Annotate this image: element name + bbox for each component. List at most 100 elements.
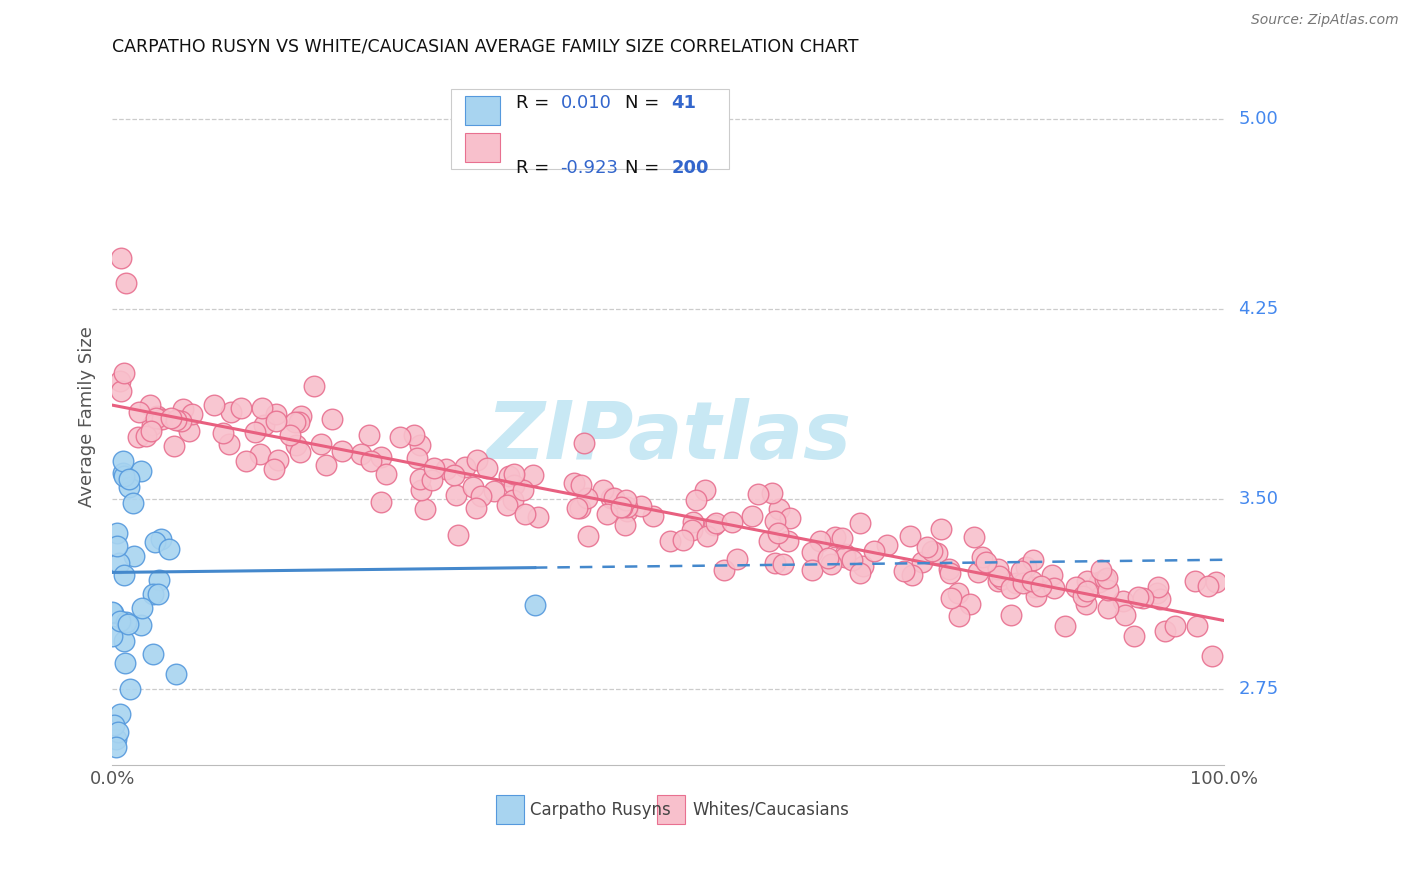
Point: [834, 547, 856, 561]
Point: [1010, 564, 1032, 578]
Point: [114, 277, 136, 291]
Point: [659, 533, 682, 548]
Point: [1132, 591, 1154, 606]
Point: [101, 630, 124, 644]
Text: N =: N =: [624, 95, 665, 112]
Point: [465, 452, 488, 467]
Point: [165, 413, 187, 427]
Point: [146, 586, 169, 600]
Point: [165, 667, 187, 681]
Text: Source: ZipAtlas.com: Source: ZipAtlas.com: [1251, 13, 1399, 28]
Point: [1043, 581, 1066, 595]
Point: [502, 493, 524, 508]
Point: [761, 486, 783, 500]
Point: [409, 438, 432, 452]
Point: [974, 556, 997, 570]
Point: [1112, 594, 1135, 608]
Point: [138, 398, 160, 412]
Point: [264, 414, 287, 428]
Point: [267, 452, 290, 467]
Point: [315, 458, 337, 472]
Point: [423, 460, 446, 475]
Point: [876, 538, 898, 552]
Point: [959, 597, 981, 611]
Point: [915, 540, 938, 554]
Point: [444, 488, 467, 502]
FancyBboxPatch shape: [657, 795, 685, 824]
Y-axis label: Average Family Size: Average Family Size: [79, 326, 96, 507]
Point: [475, 460, 498, 475]
Point: [112, 367, 135, 381]
Point: [766, 526, 789, 541]
FancyBboxPatch shape: [465, 133, 501, 162]
Point: [180, 407, 202, 421]
Point: [1185, 618, 1208, 632]
Point: [576, 529, 599, 543]
Point: [901, 567, 924, 582]
Point: [104, 732, 127, 747]
Point: [243, 425, 266, 439]
Point: [820, 557, 842, 571]
Point: [1000, 608, 1022, 623]
Point: [831, 531, 853, 545]
Point: [112, 567, 135, 582]
Point: [1088, 575, 1111, 590]
Point: [1014, 560, 1036, 574]
Point: [1090, 563, 1112, 577]
Point: [599, 491, 621, 505]
Point: [122, 549, 145, 564]
Point: [512, 483, 534, 497]
Point: [163, 438, 186, 452]
Point: [801, 545, 824, 559]
Point: [721, 515, 744, 529]
Point: [112, 469, 135, 483]
Point: [118, 480, 141, 494]
Point: [484, 483, 506, 498]
Point: [250, 401, 273, 416]
Text: 200: 200: [672, 159, 709, 177]
Text: N =: N =: [624, 159, 665, 177]
Point: [350, 447, 373, 461]
Point: [1149, 592, 1171, 607]
Point: [420, 473, 443, 487]
Point: [927, 546, 949, 560]
Point: [808, 533, 831, 548]
Point: [503, 478, 526, 492]
Point: [849, 566, 872, 580]
Point: [454, 460, 477, 475]
Point: [911, 555, 934, 569]
Point: [159, 410, 181, 425]
Point: [1054, 618, 1077, 632]
Point: [1031, 579, 1053, 593]
Point: [284, 415, 307, 429]
Point: [131, 464, 153, 478]
Point: [360, 453, 382, 467]
Point: [179, 424, 201, 438]
Point: [1011, 576, 1033, 591]
Point: [817, 551, 839, 566]
Point: [409, 483, 432, 498]
Point: [408, 472, 430, 486]
Point: [370, 495, 392, 509]
Point: [135, 429, 157, 443]
Point: [800, 563, 823, 577]
Point: [141, 424, 163, 438]
Point: [693, 483, 716, 498]
Text: 3.50: 3.50: [1239, 490, 1278, 508]
Point: [778, 533, 800, 548]
Point: [388, 430, 411, 444]
Point: [150, 412, 173, 426]
Point: [616, 500, 638, 515]
Point: [1097, 601, 1119, 615]
Point: [131, 601, 153, 615]
Point: [1205, 574, 1227, 589]
Point: [641, 508, 664, 523]
Point: [1128, 591, 1150, 605]
Point: [898, 529, 921, 543]
Point: [1146, 586, 1168, 600]
Point: [704, 516, 727, 531]
Point: [311, 437, 333, 451]
Text: 5.00: 5.00: [1239, 110, 1278, 128]
Point: [948, 608, 970, 623]
Point: [112, 634, 135, 648]
